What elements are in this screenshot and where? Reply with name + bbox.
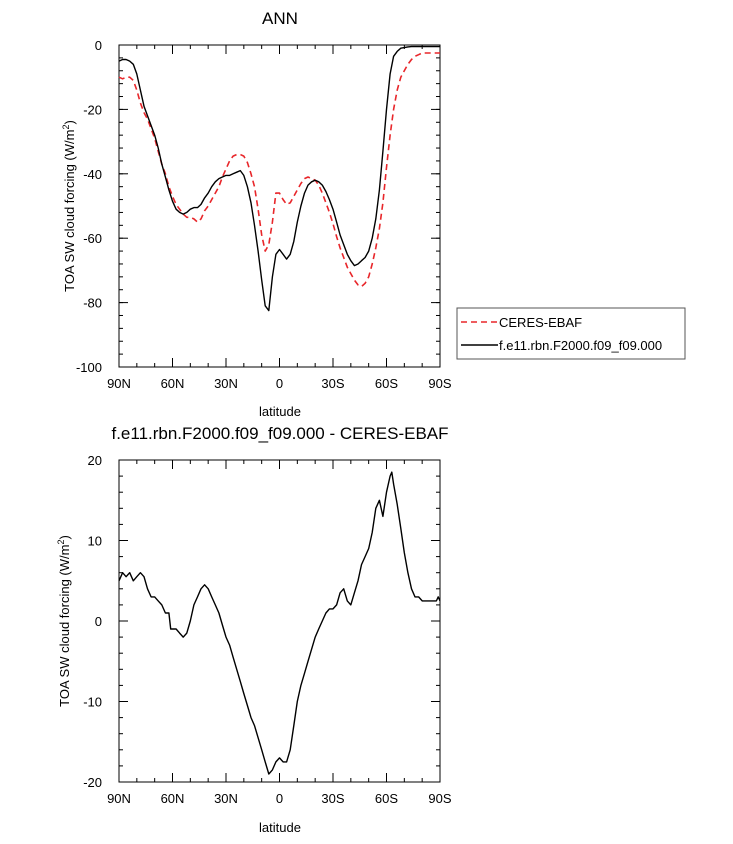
x-tick-label: 0: [276, 791, 283, 806]
bottom-x-axis-label: latitude: [259, 820, 301, 835]
legend-label-ceres: CERES-EBAF: [499, 315, 582, 330]
legend-box: [456, 307, 686, 360]
top-x-ticks: 90N 60N 30N 0 30S 60S 90S: [107, 45, 452, 391]
y-tick-label: -20: [83, 775, 102, 790]
top-minor-ticks: [118, 44, 441, 368]
y-tick-label: -100: [76, 360, 102, 375]
bottom-x-ticks: 90N 60N 30N 0 30S 60S 90S: [107, 460, 452, 806]
x-tick-label: 60N: [161, 376, 185, 391]
x-tick-label: 0: [276, 376, 283, 391]
bottom-series-lines: [118, 471, 441, 775]
x-tick-label: 30N: [214, 791, 238, 806]
series-line-1: [118, 45, 440, 312]
bottom-minor-ticks: [118, 459, 441, 783]
x-tick-label: 30S: [321, 376, 344, 391]
y-tick-label: -10: [83, 695, 102, 710]
top-plot-frame: [118, 44, 441, 368]
top-y-ticks: 0 -20 -40 -60 -80 -100: [76, 38, 440, 375]
x-tick-label: 60N: [161, 791, 185, 806]
y-tick-label: 10: [88, 534, 102, 549]
bottom-y-ticks: 20 10 0 -10 -20: [83, 453, 440, 790]
bottom-y-axis-label: TOA SW cloud forcing (W/m2): [56, 535, 72, 707]
legend-label-model: f.e11.rbn.F2000.f09_f09.000: [499, 338, 662, 353]
bottom-panel: f.e11.rbn.F2000.f09_f09.000 - CERES-EBAF…: [56, 424, 452, 835]
y-tick-label: -20: [83, 102, 102, 117]
x-tick-label: 60S: [375, 376, 398, 391]
top-chart-title: ANN: [262, 9, 298, 28]
x-tick-label: 90N: [107, 791, 131, 806]
y-tick-label: -80: [83, 296, 102, 311]
top-y-axis-label: TOA SW cloud forcing (W/m2): [61, 120, 77, 292]
top-x-axis-label: latitude: [259, 404, 301, 419]
x-tick-label: 30N: [214, 376, 238, 391]
bottom-plot-frame: [118, 459, 441, 783]
x-tick-label: 90S: [428, 791, 451, 806]
y-tick-label: -60: [83, 231, 102, 246]
top-series-lines: [118, 45, 440, 312]
series-line-0: [118, 52, 440, 288]
bottom-chart-title: f.e11.rbn.F2000.f09_f09.000 - CERES-EBAF: [111, 424, 448, 443]
series-line-0: [118, 471, 441, 775]
top-panel: ANN 90N 60N 30N 0 30S 60S 90S 0 -20 -40 -60 -80 -10…: [61, 9, 686, 419]
x-tick-label: 90S: [428, 376, 451, 391]
top-legend: CERES-EBAF f.e11.rbn.F2000.f09_f09.000: [456, 307, 686, 360]
x-tick-label: 90N: [107, 376, 131, 391]
x-tick-label: 60S: [375, 791, 398, 806]
x-tick-label: 30S: [321, 791, 344, 806]
y-tick-label: 0: [95, 38, 102, 53]
y-tick-label: -40: [83, 167, 102, 182]
y-tick-label: 0: [95, 614, 102, 629]
y-tick-label: 20: [88, 453, 102, 468]
